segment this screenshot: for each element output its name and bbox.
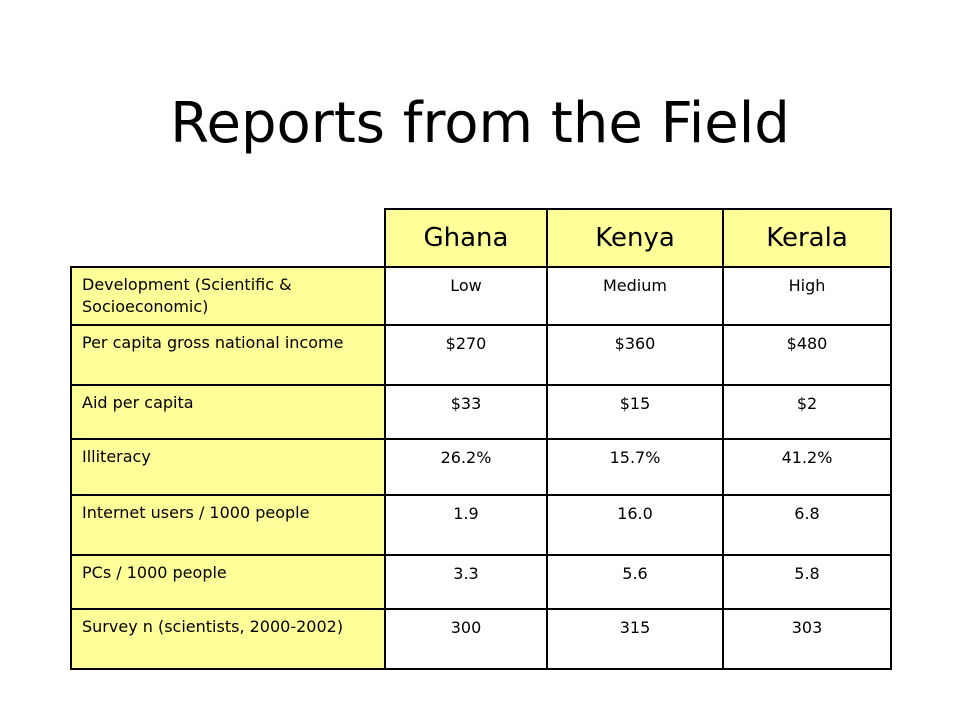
table-row: Illiteracy 26.2% 15.7% 41.2%: [70, 438, 892, 496]
table-cell: 41.2%: [722, 438, 892, 496]
table-row: Development (Scientific & Socioeconomic)…: [70, 266, 892, 326]
table-cell: $33: [384, 384, 548, 440]
row-label: Aid per capita: [70, 384, 386, 440]
table-cell: $2: [722, 384, 892, 440]
table-cell: 303: [722, 608, 892, 670]
table-cell: Low: [384, 266, 548, 326]
table-header-row: Ghana Kenya Kerala: [71, 208, 892, 268]
table-cell: 6.8: [722, 494, 892, 556]
table-row: Survey n (scientists, 2000-2002) 300 315…: [70, 608, 892, 670]
row-label: Per capita gross national income: [70, 324, 386, 386]
table-row: Internet users / 1000 people 1.9 16.0 6.…: [70, 494, 892, 556]
column-header-ghana: Ghana: [384, 208, 548, 268]
table-corner-cell: [71, 209, 386, 268]
table-row: Aid per capita $33 $15 $2: [70, 384, 892, 440]
table-cell: $480: [722, 324, 892, 386]
table-cell: 15.7%: [546, 438, 724, 496]
row-label: Internet users / 1000 people: [70, 494, 386, 556]
table-cell: 5.8: [722, 554, 892, 610]
table-row: Per capita gross national income $270 $3…: [70, 324, 892, 386]
slide-title: Reports from the Field: [170, 91, 790, 156]
table-cell: 315: [546, 608, 724, 670]
column-header-kerala: Kerala: [722, 208, 892, 268]
field-comparison-table: Ghana Kenya Kerala Development (Scientif…: [70, 208, 892, 670]
row-label: Survey n (scientists, 2000-2002): [70, 608, 386, 670]
table-cell: $15: [546, 384, 724, 440]
table-cell: 16.0: [546, 494, 724, 556]
table-cell: 3.3: [384, 554, 548, 610]
table-cell: $360: [546, 324, 724, 386]
table-cell: Medium: [546, 266, 724, 326]
row-label: Development (Scientific & Socioeconomic): [70, 266, 386, 326]
table-cell: 300: [384, 608, 548, 670]
table-cell: 5.6: [546, 554, 724, 610]
row-label: Illiteracy: [70, 438, 386, 496]
row-label: PCs / 1000 people: [70, 554, 386, 610]
table-row: PCs / 1000 people 3.3 5.6 5.8: [70, 554, 892, 610]
table-cell: 1.9: [384, 494, 548, 556]
column-header-kenya: Kenya: [546, 208, 724, 268]
table-cell: $270: [384, 324, 548, 386]
table-cell: 26.2%: [384, 438, 548, 496]
table-cell: High: [722, 266, 892, 326]
